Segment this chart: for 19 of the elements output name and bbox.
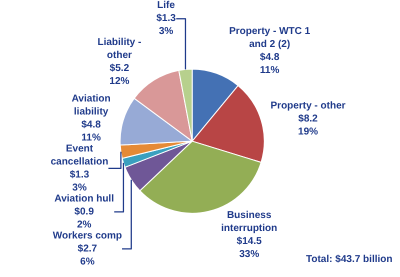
slice-label: Liability - other	[97, 37, 142, 62]
slice-label: Workers comp	[52, 230, 122, 242]
data-label: $5.2 12%	[109, 63, 130, 88]
slice-label: Aviation hull	[54, 193, 114, 204]
slice-label: Aviation liability	[72, 93, 111, 118]
data-label: $4.8 11%	[260, 52, 280, 76]
data-label: $2.7 6%	[78, 243, 98, 268]
slice-label: Life	[157, 0, 176, 12]
slice-label: Property - other	[270, 100, 346, 112]
slice-label: Event cancellation	[50, 143, 108, 168]
data-label: $1.3 3%	[70, 169, 90, 194]
data-label: $0.9 2%	[74, 206, 94, 230]
data-label: $14.5 33%	[236, 236, 262, 260]
slice-label: Business interruption	[221, 210, 278, 234]
data-label: $4.8 11%	[81, 119, 102, 144]
slice-label: Property - WTC 1 and 2 (2)	[229, 26, 311, 50]
data-label: $8.2 19%	[298, 113, 318, 138]
text: Total: $43.7 billion	[306, 254, 392, 265]
data-label: $1.3 3%	[156, 13, 176, 38]
